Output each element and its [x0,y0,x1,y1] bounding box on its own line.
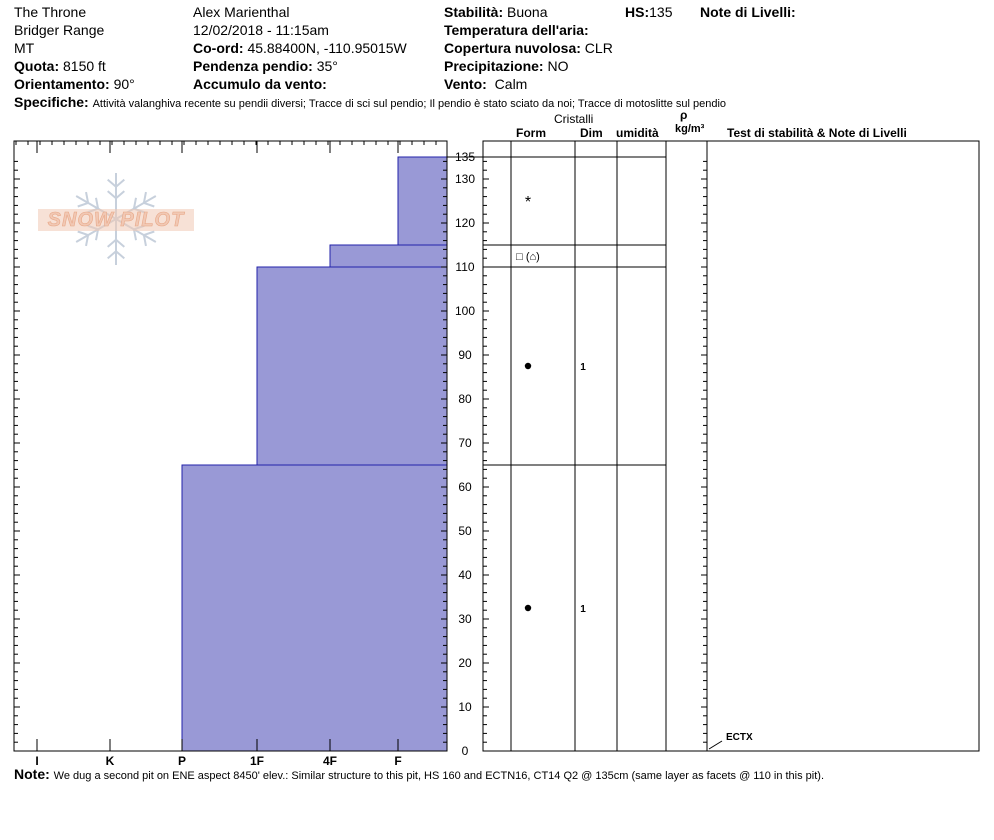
grain-size: 1 [580,362,586,373]
snowflake-branch [132,229,137,241]
hardness-bar [329,244,448,268]
logo-text: SNOW PILOT [48,209,185,231]
tests-table-frame [665,140,980,752]
aspect-value: 90° [113,76,135,92]
depth-label: 80 [458,392,472,406]
logo-banner [38,209,194,231]
snowflake-branch [95,229,100,241]
sky-cover-value: CLR [584,40,613,56]
depth-label: 20 [458,656,472,670]
hardness-label: 1F [250,754,264,768]
wind-value: Calm [494,76,528,92]
precip-label: Precipitazione: [444,58,544,74]
coord-value: 45.88400N, -110.95015W [247,40,407,56]
crystals-header: Cristalli [554,112,594,126]
note-label: Note: [14,766,50,782]
snowflake-branch [115,178,125,188]
note-text: We dug a second pit on ENE aspect 8450' … [53,770,825,782]
wind-label: Vento: [444,76,487,92]
snowflake-branch [77,230,89,237]
depth-label: 100 [455,304,475,318]
snowflake-branch [107,250,117,260]
hardness-label: I [35,754,38,768]
air-temp-label: Temperatura dell'aria: [444,22,589,38]
pit-location-name: The Throne [14,4,87,20]
elevation-value: 8150 ft [63,58,106,74]
slope-label: Pendenza pendio: [193,58,313,74]
snowflake-branch [107,178,117,188]
tests-header: Test di stabilità & Note di Livelli [727,126,907,140]
elevation-label: Quota: [14,58,60,74]
rounded-grain-symbol [524,604,532,612]
snowflake-branch [143,201,155,208]
hardness-label: 4F [323,754,337,768]
depth-label: 30 [458,612,472,626]
stability-test-label: ECTX [726,732,753,743]
size-header: Dim [580,126,603,140]
depth-label: 10 [458,700,472,714]
hs-label: HS: [625,4,650,20]
snowflake-branch [107,238,117,248]
density-unit-header: kg/m³ [675,123,705,135]
test-pointer [708,740,723,750]
mountain-range: Bridger Range [14,22,105,38]
rho-header: ρ [680,108,688,122]
hardness-bar [181,464,448,752]
snowpilot-logo: SNOW PILOT [38,173,194,265]
slope-value: 35° [316,58,338,74]
snowflake-branch [107,190,117,200]
stability-value: Buona [507,4,548,20]
snowflake-branch [85,234,90,247]
depth-label: 40 [458,568,472,582]
coord-label: Co-ord: [193,40,244,56]
depth-label: 90 [458,348,472,362]
hs-value: 135 [649,4,673,20]
depth-label: 0 [462,744,469,758]
depth-label: 70 [458,436,472,450]
wind-load-label: Accumulo da vento: [193,76,327,92]
grain-size: 1 [580,604,586,615]
snowflake-branch [115,238,125,248]
depth-label: 130 [455,172,475,186]
layer-notes-label: Note di Livelli: [700,4,796,20]
moisture-header: umidità [616,126,659,140]
depth-label: 60 [458,480,472,494]
precip-value: NO [547,58,569,74]
snowflake-branch [143,230,155,237]
stability-label: Stabilità: [444,4,504,20]
depth-label: 50 [458,524,472,538]
snowflake-branch [77,201,89,208]
form-header: Form [516,126,546,140]
observation-datetime: 12/02/2018 - 11:15am [193,22,329,38]
depth-label: 110 [455,260,474,274]
snowflake-branch [85,191,90,204]
aspect-label: Orientamento: [14,76,110,92]
hardness-label: P [178,754,186,768]
state: MT [14,40,35,56]
hardness-label: F [394,754,401,768]
snowflake-branch [132,197,137,209]
specifics-text: Attività valanghiva recente su pendii di… [92,98,727,110]
sky-cover-label: Copertura nuvolosa: [444,40,581,56]
rounded-grain-symbol [524,362,532,370]
grain-form-symbol: * [525,194,531,211]
observer-name: Alex Marienthal [193,4,290,20]
grain-form-symbol: □ (⌂) [516,251,540,263]
snowflake-branch [95,197,100,209]
hardness-plot-frame [13,140,448,752]
depth-label: 120 [455,216,475,230]
specifics-label: Specifiche: [14,94,89,110]
hardness-label: K [106,754,115,768]
snowflake-branch [115,250,125,260]
hardness-bar [256,266,448,466]
snowflake-branch [142,191,147,204]
snowflake-branch [142,234,147,247]
hardness-bar [397,156,448,246]
snowflake-branch [115,190,125,200]
